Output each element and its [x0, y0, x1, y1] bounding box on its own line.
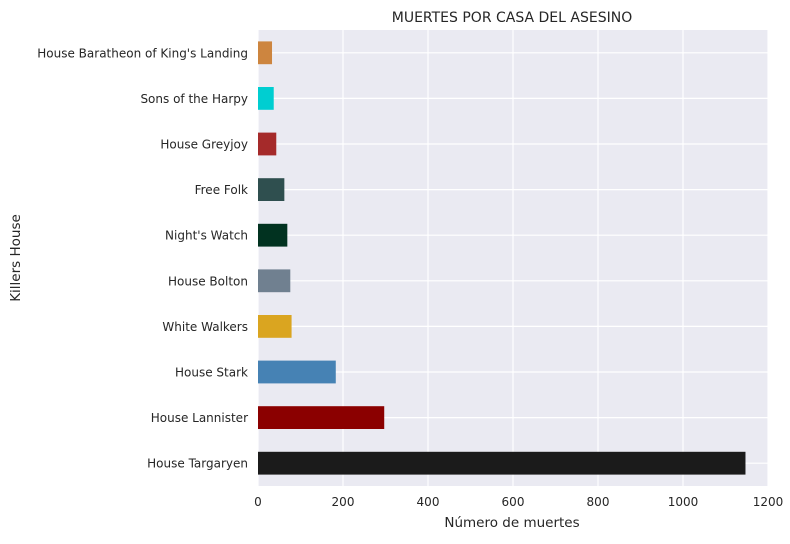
y-tick-label: Free Folk — [195, 183, 248, 197]
x-tick-label: 1000 — [668, 495, 699, 509]
x-tick-labels: 0 200 400 600 800 1000 1200 — [254, 495, 783, 509]
y-axis-label: Killers House — [8, 214, 24, 302]
x-tick-label: 200 — [332, 495, 355, 509]
bar — [258, 132, 277, 156]
x-tick-label: 800 — [587, 495, 610, 509]
bar — [258, 406, 385, 429]
x-tick-label: 0 — [254, 495, 262, 509]
bar — [258, 87, 274, 110]
y-tick-labels: House Targaryen House Lannister House Star… — [37, 46, 248, 470]
y-tick-label: House Stark — [175, 366, 248, 380]
y-tick-label: House Targaryen — [147, 457, 248, 471]
y-tick-label: House Bolton — [168, 274, 248, 288]
bar — [258, 223, 288, 247]
y-tick-label: House Baratheon of King's Landing — [37, 46, 248, 60]
x-tick-label: 400 — [417, 495, 440, 509]
x-axis-label: Número de muertes — [444, 515, 579, 531]
x-tick-label: 600 — [502, 495, 525, 509]
x-tick-label: 1200 — [753, 495, 784, 509]
bar — [258, 315, 292, 338]
chart-title: MUERTES POR CASA DEL ASESINO — [392, 10, 632, 26]
y-tick-label: House Greyjoy — [160, 138, 248, 152]
bars — [258, 41, 746, 475]
bar — [258, 269, 291, 293]
y-tick-label: White Walkers — [162, 320, 248, 334]
bar — [258, 178, 285, 201]
bar — [258, 41, 273, 65]
bar — [258, 451, 746, 475]
y-tick-label: Sons of the Harpy — [140, 92, 248, 106]
y-tick-label: Night's Watch — [165, 229, 248, 243]
y-tick-label: House Lannister — [151, 411, 248, 425]
bar — [258, 360, 336, 384]
